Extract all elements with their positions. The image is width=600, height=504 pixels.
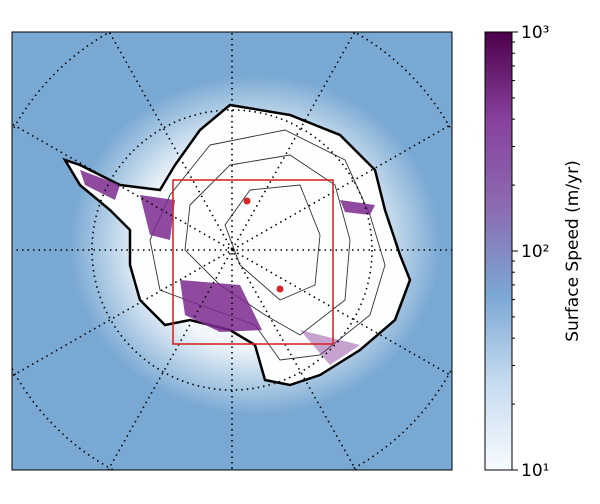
- map-frame: [11, 31, 453, 471]
- antarctica: [62, 103, 412, 387]
- tick-label: 10³: [521, 23, 549, 43]
- graticule: [12, 32, 452, 470]
- site-marker: [243, 197, 251, 205]
- tick-label: 10²: [521, 242, 549, 262]
- colorbar: 10¹ 10² 10³ Surface Speed (m/yr): [484, 23, 583, 481]
- colorbar-fill: [484, 31, 513, 471]
- contours: [149, 129, 386, 361]
- map: [12, 32, 452, 470]
- colorbar-label: Surface Speed (m/yr): [563, 160, 583, 341]
- study-box: [172, 179, 334, 345]
- fast-flow: [80, 170, 375, 365]
- site-marker: [276, 285, 284, 293]
- tick-label: 10¹: [521, 461, 549, 481]
